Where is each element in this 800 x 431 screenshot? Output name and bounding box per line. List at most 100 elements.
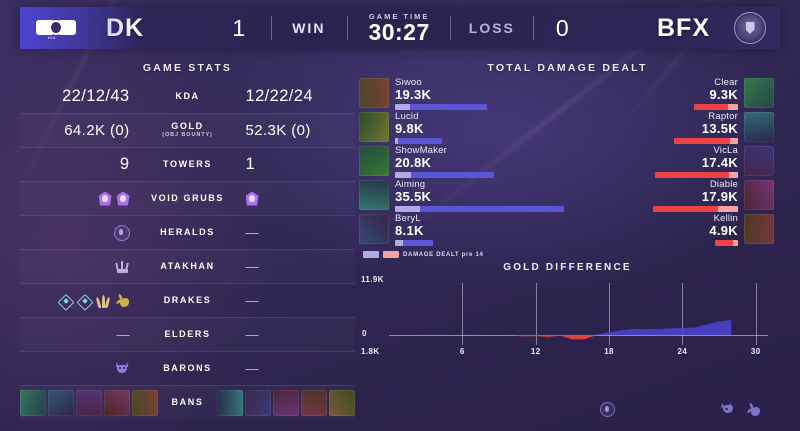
drake-icon-ocean	[75, 291, 95, 311]
player-damage-value: 35.5K	[395, 189, 432, 204]
damage-bar	[673, 137, 738, 144]
player-info: Raptor 13.5K	[570, 112, 745, 144]
atakhan-icon	[114, 260, 130, 273]
x-gridline	[609, 283, 611, 345]
stat-value: 64.2K (0)	[64, 122, 130, 139]
stat-left-value	[20, 362, 142, 375]
stat-value: 1	[245, 155, 256, 173]
ban-portrait[interactable]	[132, 390, 158, 416]
player-info: BeryL 8.1K	[389, 214, 564, 246]
damage-bar-pre14	[395, 171, 412, 178]
stat-row-elders: — ELDERS —	[20, 317, 355, 351]
stat-right-value: —	[234, 259, 356, 274]
x-gridline	[755, 283, 757, 345]
ban-portrait[interactable]	[217, 390, 243, 416]
stat-label-text: HERALDS	[160, 226, 215, 237]
x-axis-tick-label: 18	[604, 347, 614, 356]
stat-label: ELDERS	[142, 328, 234, 339]
stat-label: KDA	[142, 91, 234, 101]
player-damage-value: 8.1K	[395, 223, 424, 238]
blue-team-damage-list: Siwoo 19.3K Lucid 9.8K ShowMaker 20.8K Aiming 3…	[359, 78, 564, 248]
player-damage-row: Clear 9.3K	[570, 78, 774, 110]
player-name: VicLa	[713, 145, 738, 156]
damage-bar-pre14	[395, 205, 420, 212]
herald-mini-icon	[600, 401, 615, 417]
x-gridline	[462, 283, 464, 345]
stat-label: HERALDS	[142, 226, 234, 237]
ban-portrait[interactable]	[301, 390, 327, 416]
stat-right-value	[234, 191, 356, 206]
ban-portrait[interactable]	[245, 390, 271, 416]
y-axis-max-label: 11.9K	[361, 275, 384, 284]
damage-bar	[714, 239, 738, 246]
x-axis-tick-label: 12	[530, 347, 541, 356]
stat-label-text: ELDERS	[164, 328, 211, 339]
empty-value: —	[116, 327, 130, 342]
stat-row-atakhan: ATAKHAN —	[20, 249, 355, 283]
damage-bar	[655, 171, 738, 178]
stat-row-drakes: DRAKES —	[20, 283, 355, 317]
drake-mini-icon	[746, 402, 760, 416]
player-portrait	[359, 78, 389, 108]
divider	[532, 16, 534, 40]
damage-legend: DAMAGE DEALT pre 14	[355, 248, 780, 258]
empty-value: —	[245, 259, 259, 274]
damage-bar	[395, 171, 494, 178]
ban-portrait[interactable]	[329, 390, 355, 416]
player-portrait	[359, 112, 389, 142]
baron-icon	[115, 362, 130, 375]
stat-left-value: 9	[20, 155, 142, 174]
x-gridline	[535, 283, 537, 345]
damage-bar-post14	[397, 137, 442, 144]
stat-left-value	[20, 260, 142, 273]
damage-bar-pre14	[730, 137, 738, 144]
gold-deficit-area	[389, 335, 732, 340]
damage-bar-post14	[714, 239, 734, 246]
stat-left-value	[20, 191, 142, 206]
ban-list	[20, 390, 158, 416]
gold-lead-area	[389, 320, 732, 335]
ban-portrait[interactable]	[48, 390, 74, 416]
player-damage-value: 9.3K	[709, 87, 738, 102]
stat-right-value: —	[234, 327, 356, 342]
left-team-logo: KIA	[20, 19, 92, 40]
ban-portrait[interactable]	[20, 390, 46, 416]
ban-portrait[interactable]	[76, 390, 102, 416]
player-damage-row: ShowMaker 20.8K	[359, 146, 564, 178]
empty-value: —	[245, 327, 259, 342]
drake-icon-ocean	[56, 291, 76, 311]
void-grub-icon	[98, 191, 112, 206]
damage-bar	[395, 205, 564, 212]
damage-bar-post14	[411, 171, 494, 178]
damage-bar	[653, 205, 738, 212]
stat-label-text: VOID GRUBS	[150, 192, 224, 203]
stat-label-text: GOLD	[171, 121, 204, 132]
bfx-team-crest-icon	[734, 12, 766, 44]
right-team-score: 0	[555, 14, 569, 41]
damage-bar-post14	[653, 205, 718, 212]
player-portrait	[744, 78, 774, 108]
player-info: Clear 9.3K	[570, 78, 745, 110]
ban-portrait[interactable]	[273, 390, 299, 416]
stat-row-heralds: HERALDS —	[20, 215, 355, 249]
right-team-result: LOSS	[468, 20, 515, 36]
game-time-block: GAME TIME 30:27	[368, 12, 429, 44]
player-info: VicLa 17.4K	[570, 146, 745, 178]
stat-label: DRAKES	[142, 295, 234, 305]
gold-difference-series	[389, 320, 732, 340]
player-damage-value: 20.8K	[395, 155, 432, 170]
stat-label-sub: (OBJ BOUNTY)	[162, 131, 213, 138]
player-damage-value: 13.5K	[701, 121, 738, 136]
game-time-value: 30:27	[368, 19, 430, 45]
damage-bar-post14	[693, 103, 728, 110]
damage-bar-pre14	[727, 103, 738, 110]
left-team-score: 1	[232, 14, 246, 41]
stat-row-kda: 22/12/43 KDA 12/22/24	[20, 80, 355, 113]
empty-value: —	[245, 293, 259, 308]
player-damage-row: Lucid 9.8K	[359, 112, 564, 144]
legend-red-swatch	[383, 251, 399, 258]
stat-row-void-grubs: VOID GRUBS	[20, 181, 355, 215]
player-name: Diable	[709, 179, 738, 190]
ban-portrait[interactable]	[104, 390, 130, 416]
